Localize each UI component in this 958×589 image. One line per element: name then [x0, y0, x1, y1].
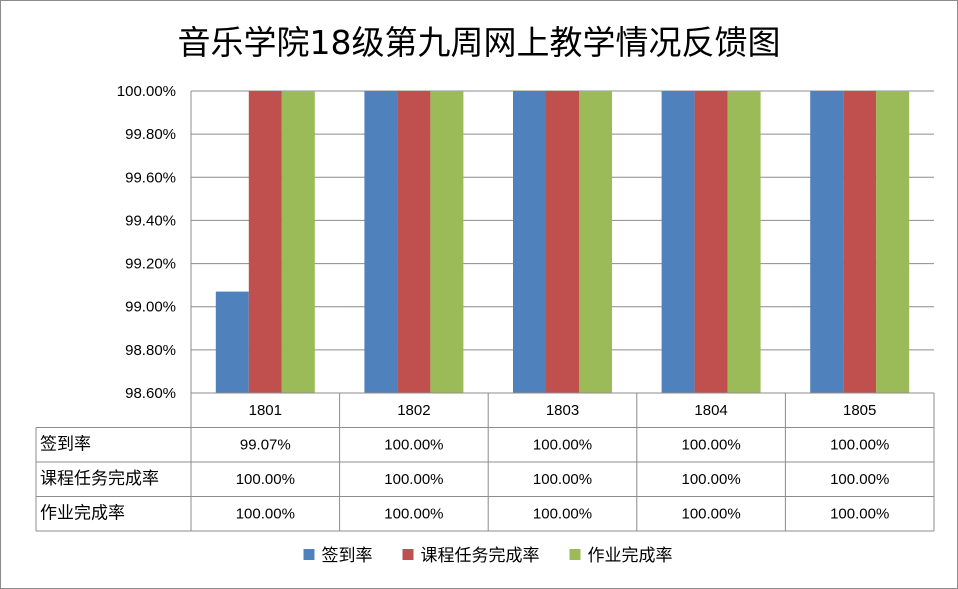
bar-课程任务完成率-1802 [397, 91, 431, 393]
data-label: 100.00% [236, 506, 295, 523]
legend-swatch [569, 549, 581, 560]
data-label: 100.00% [533, 506, 592, 523]
y-tick-label: 99.00% [125, 299, 176, 316]
data-label: 100.00% [236, 471, 295, 488]
legend-swatch [402, 549, 414, 560]
y-tick-label: 99.60% [125, 169, 176, 186]
x-tick-label: 1804 [694, 402, 727, 419]
data-label: 99.07% [240, 437, 291, 454]
bar-签到率-1805 [810, 91, 844, 393]
data-label: 100.00% [533, 437, 592, 454]
data-label: 100.00% [681, 506, 740, 523]
y-tick-label: 100.00% [117, 83, 176, 100]
bar-课程任务完成率-1804 [694, 91, 728, 393]
data-label: 100.00% [830, 471, 889, 488]
y-tick-label: 99.80% [125, 126, 176, 143]
bar-作业完成率-1803 [579, 91, 612, 393]
x-tick-label: 1805 [843, 402, 876, 419]
bar-签到率-1802 [364, 91, 398, 393]
bar-作业完成率-1801 [281, 91, 315, 393]
data-label: 100.00% [384, 437, 443, 454]
legend-swatch [303, 549, 315, 560]
bar-课程任务完成率-1805 [843, 91, 877, 393]
legend-label: 签到率 [322, 546, 373, 566]
x-tick-label: 1801 [249, 402, 282, 419]
legend-label: 作业完成率 [588, 546, 673, 566]
table-row-label: 课程任务完成率 [40, 469, 159, 489]
data-label: 100.00% [830, 437, 889, 454]
bar-作业完成率-1805 [876, 91, 910, 393]
bar-签到率-1803 [513, 91, 546, 393]
data-label: 100.00% [384, 506, 443, 523]
bar-课程任务完成率-1803 [546, 91, 579, 393]
bar-作业完成率-1802 [430, 91, 464, 393]
bar-作业完成率-1804 [727, 91, 761, 393]
x-tick-label: 1802 [397, 402, 430, 419]
data-label: 100.00% [681, 437, 740, 454]
data-label: 100.00% [533, 471, 592, 488]
data-label: 100.00% [384, 471, 443, 488]
data-label: 100.00% [830, 506, 889, 523]
bar-签到率-1804 [661, 91, 695, 393]
table-row-label: 作业完成率 [40, 504, 125, 524]
x-tick-label: 1803 [546, 402, 579, 419]
legend-label: 课程任务完成率 [421, 546, 540, 566]
table-row-label: 签到率 [40, 435, 91, 455]
bar-签到率-1801 [215, 291, 249, 393]
chart-title: 音乐学院18级第九周网上教学情况反馈图 [177, 23, 781, 62]
data-label: 100.00% [681, 471, 740, 488]
y-tick-label: 98.60% [125, 385, 176, 402]
bar-课程任务完成率-1801 [248, 91, 282, 393]
y-tick-label: 99.20% [125, 256, 176, 273]
y-tick-label: 98.80% [125, 342, 176, 359]
y-tick-label: 99.40% [125, 212, 176, 229]
